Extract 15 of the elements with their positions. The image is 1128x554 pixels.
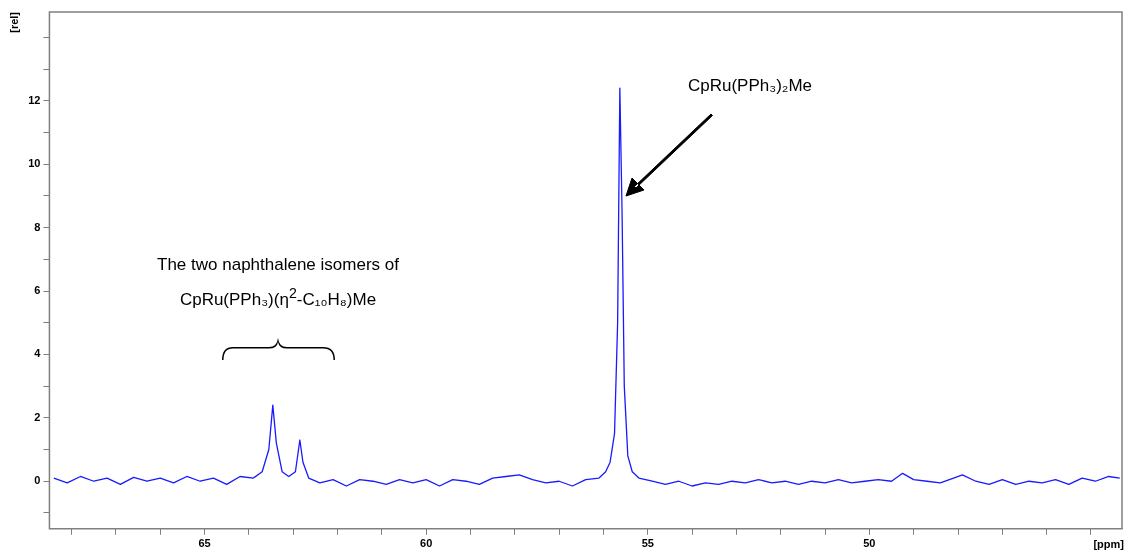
y-tick-label: 2 (34, 410, 41, 423)
x-tick-label: 50 (863, 537, 876, 550)
x-tick-label: 55 (641, 537, 654, 550)
y-tick-label: 4 (34, 347, 42, 360)
x-tick-label: 65 (198, 537, 211, 550)
x-tick-label: 60 (420, 537, 433, 550)
y-tick-label: 12 (28, 93, 41, 106)
x-axis-title: [ppm] (1093, 538, 1124, 550)
y-tick-label: 0 (34, 474, 41, 487)
annotation: CpRu(PPh₃)₂Me (686, 76, 814, 96)
y-tick-label: 8 (34, 220, 41, 233)
annotation: The two naphthalene isomers of CpRu(PPh₃)(η$^{2}$-C₁₀H₈)Me (156, 254, 400, 311)
y-tick-label: 10 (28, 157, 41, 170)
y-tick-label: 6 (34, 284, 41, 297)
y-axis-title: [rel] (7, 11, 20, 33)
